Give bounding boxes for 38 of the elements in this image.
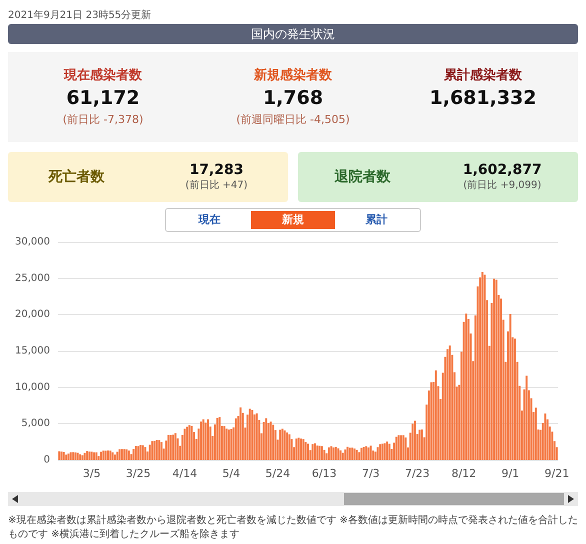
x-tick-label: 5/24 xyxy=(265,467,290,480)
x-tick-label: 7/3 xyxy=(362,467,380,480)
x-tick-label: 9/21 xyxy=(544,467,570,480)
x-tick-label: 5/4 xyxy=(222,467,240,480)
text: (前日比 -7,378) xyxy=(62,113,144,126)
text: (前日比 +47) xyxy=(185,180,248,191)
text: 2021年9月21日 23時55分更新 xyxy=(8,8,152,23)
text: 累計 xyxy=(364,212,388,228)
text: 1,681,332 xyxy=(430,87,536,109)
text: 新規 xyxy=(251,211,335,229)
x-tick-label: 7/23 xyxy=(404,467,430,480)
category-label: 退院者数 xyxy=(334,168,390,186)
text: (前日比 +9,099) xyxy=(463,180,542,191)
y-tick-label: 5,000 xyxy=(21,418,50,430)
y-tick-label: 0 xyxy=(44,454,50,466)
category-label: 新規感染者数 xyxy=(253,66,333,84)
text: 現在 xyxy=(197,212,222,228)
y-tick-label: 10,000 xyxy=(15,382,50,393)
x-tick-label: 3/5 xyxy=(82,467,101,480)
y-tick-label: 15,000 xyxy=(15,346,50,356)
y-tick-label: 25,000 xyxy=(15,272,50,284)
x-tick-label: 3/25 xyxy=(126,467,151,480)
text: 61,172 xyxy=(66,87,140,109)
text: 1,602,877 xyxy=(462,162,542,178)
text: 17,283 xyxy=(189,162,244,178)
x-tick-label: 8/12 xyxy=(451,467,476,480)
y-tick-label: 30,000 xyxy=(15,236,50,248)
x-tick-label: 4/14 xyxy=(172,467,198,480)
text: ※現在感染者数は累計感染者数から退院者数と死亡者数を減じた数値です ※各数値は更新時間の時点で発表された値を合計したものです ※横浜港に到着したクルーズ船を除きます xyxy=(8,514,578,542)
text: 国内の発生状況 xyxy=(8,24,578,44)
x-tick-label: 9/1 xyxy=(501,467,520,480)
text: 1,768 xyxy=(262,87,324,109)
x-tick-label: 6/13 xyxy=(312,467,337,480)
category-label: 累計感染者数 xyxy=(443,66,523,84)
text: (前週同曜日比 -4,505) xyxy=(236,113,350,126)
y-tick-label: 20,000 xyxy=(15,309,50,320)
category-label: 現在感染者数 xyxy=(62,66,143,84)
category-label: 死亡者数 xyxy=(48,168,104,186)
